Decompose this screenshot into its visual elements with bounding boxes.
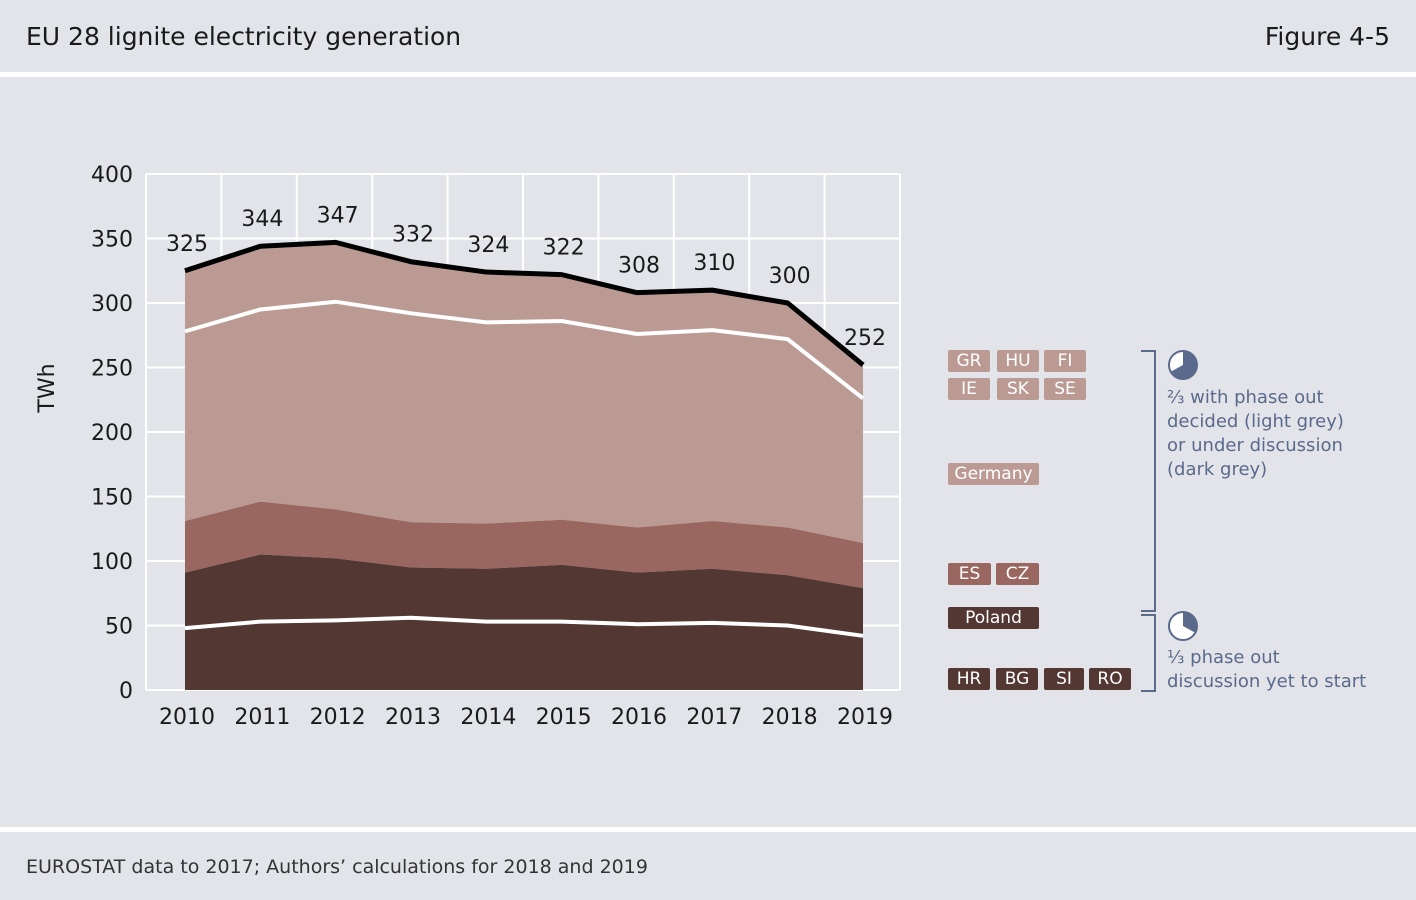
y-tick-label: 250 — [91, 357, 133, 382]
x-tick-label: 2017 — [686, 705, 742, 730]
note-upper-line-2: decided (light grey) — [1167, 411, 1344, 432]
pie-two-thirds-icon — [1168, 350, 1198, 380]
note-upper-line-4: (dark grey) — [1167, 459, 1268, 480]
data-label-total: 332 — [392, 223, 434, 248]
data-label-total: 310 — [693, 251, 735, 276]
y-tick-label: 0 — [119, 679, 133, 704]
series-lines — [184, 239, 865, 638]
legend-country-si: SI — [1044, 668, 1084, 690]
y-tick-label: 300 — [91, 292, 133, 317]
legend-poland: Poland — [948, 607, 1039, 629]
legend-country-hr: HR — [948, 668, 990, 690]
note-upper: ⅔ with phase out decided (light grey) or… — [1167, 386, 1344, 482]
y-tick-label: 350 — [91, 228, 133, 253]
data-label-total: 322 — [543, 236, 585, 261]
legend-country-es: ES — [948, 563, 991, 585]
note-lower: ⅓ phase out discussion yet to start — [1167, 646, 1366, 694]
legend-country-cz: CZ — [996, 563, 1039, 585]
x-tick-label: 2016 — [611, 705, 667, 730]
data-label-total: 325 — [166, 232, 208, 257]
x-tick-label: 2010 — [159, 705, 215, 730]
x-tick-label: 2015 — [536, 705, 592, 730]
data-labels: 325 344 347 332 324 322 308 310 300 252 — [166, 203, 886, 351]
legend-country-ro: RO — [1089, 668, 1131, 690]
y-tick-label: 100 — [91, 550, 133, 575]
axes: 0 50 100 150 200 250 300 350 400 2010 2011 2012 2013… — [91, 163, 893, 730]
legend-country-se: SE — [1044, 378, 1086, 400]
note-upper-line-1: ⅔ with phase out — [1167, 387, 1324, 408]
note-lower-line-2: discussion yet to start — [1167, 671, 1367, 692]
bracket-upper — [1141, 350, 1156, 612]
area-germany — [185, 301, 863, 543]
legend-country-hu: HU — [997, 350, 1039, 372]
legend-germany: Germany — [948, 463, 1039, 485]
divider-top — [0, 72, 1416, 77]
line-germany-boundary — [184, 299, 865, 401]
x-tick-label: 2018 — [762, 705, 818, 730]
legend-country-bg: BG — [996, 668, 1038, 690]
legend-country-sk: SK — [997, 378, 1039, 400]
divider-bottom — [0, 827, 1416, 832]
y-tick-label: 200 — [91, 421, 133, 446]
data-label-total: 344 — [241, 207, 283, 232]
area-es-cz — [185, 501, 863, 589]
y-tick-label: 50 — [105, 615, 133, 640]
bracket-lower — [1141, 614, 1156, 692]
x-tick-label: 2012 — [310, 705, 366, 730]
x-tick-label: 2014 — [460, 705, 516, 730]
line-total — [184, 239, 865, 367]
pie-one-third-icon — [1168, 611, 1198, 641]
data-label-total: 252 — [844, 326, 886, 351]
legend-country-gr: GR — [948, 350, 990, 372]
note-upper-line-3: or under discussion — [1167, 435, 1343, 456]
pie-slice — [1170, 351, 1197, 379]
data-label-total: 324 — [467, 233, 509, 258]
y-tick-label: 400 — [91, 163, 133, 188]
pie-slice — [1183, 612, 1197, 633]
data-label-total: 308 — [618, 254, 660, 279]
chart-title: EU 28 lignite electricity generation — [26, 22, 462, 51]
x-tick-label: 2019 — [837, 705, 893, 730]
legend-country-ie: IE — [948, 378, 990, 400]
legend-country-fi: FI — [1044, 350, 1086, 372]
x-tick-label: 2013 — [385, 705, 441, 730]
y-axis-label: TWh — [35, 363, 60, 413]
data-label-total: 300 — [769, 264, 811, 289]
line-poland-boundary — [184, 615, 864, 638]
source-note: EUROSTAT data to 2017; Authors’ calculat… — [26, 856, 648, 878]
figure-number: Figure 4-5 — [1264, 22, 1390, 51]
note-lower-line-1: ⅓ phase out — [1167, 647, 1280, 668]
data-label-total: 347 — [317, 203, 359, 228]
x-tick-label: 2011 — [234, 705, 290, 730]
y-tick-label: 150 — [91, 486, 133, 511]
header-bar: EU 28 lignite electricity generation Fig… — [0, 0, 1416, 72]
